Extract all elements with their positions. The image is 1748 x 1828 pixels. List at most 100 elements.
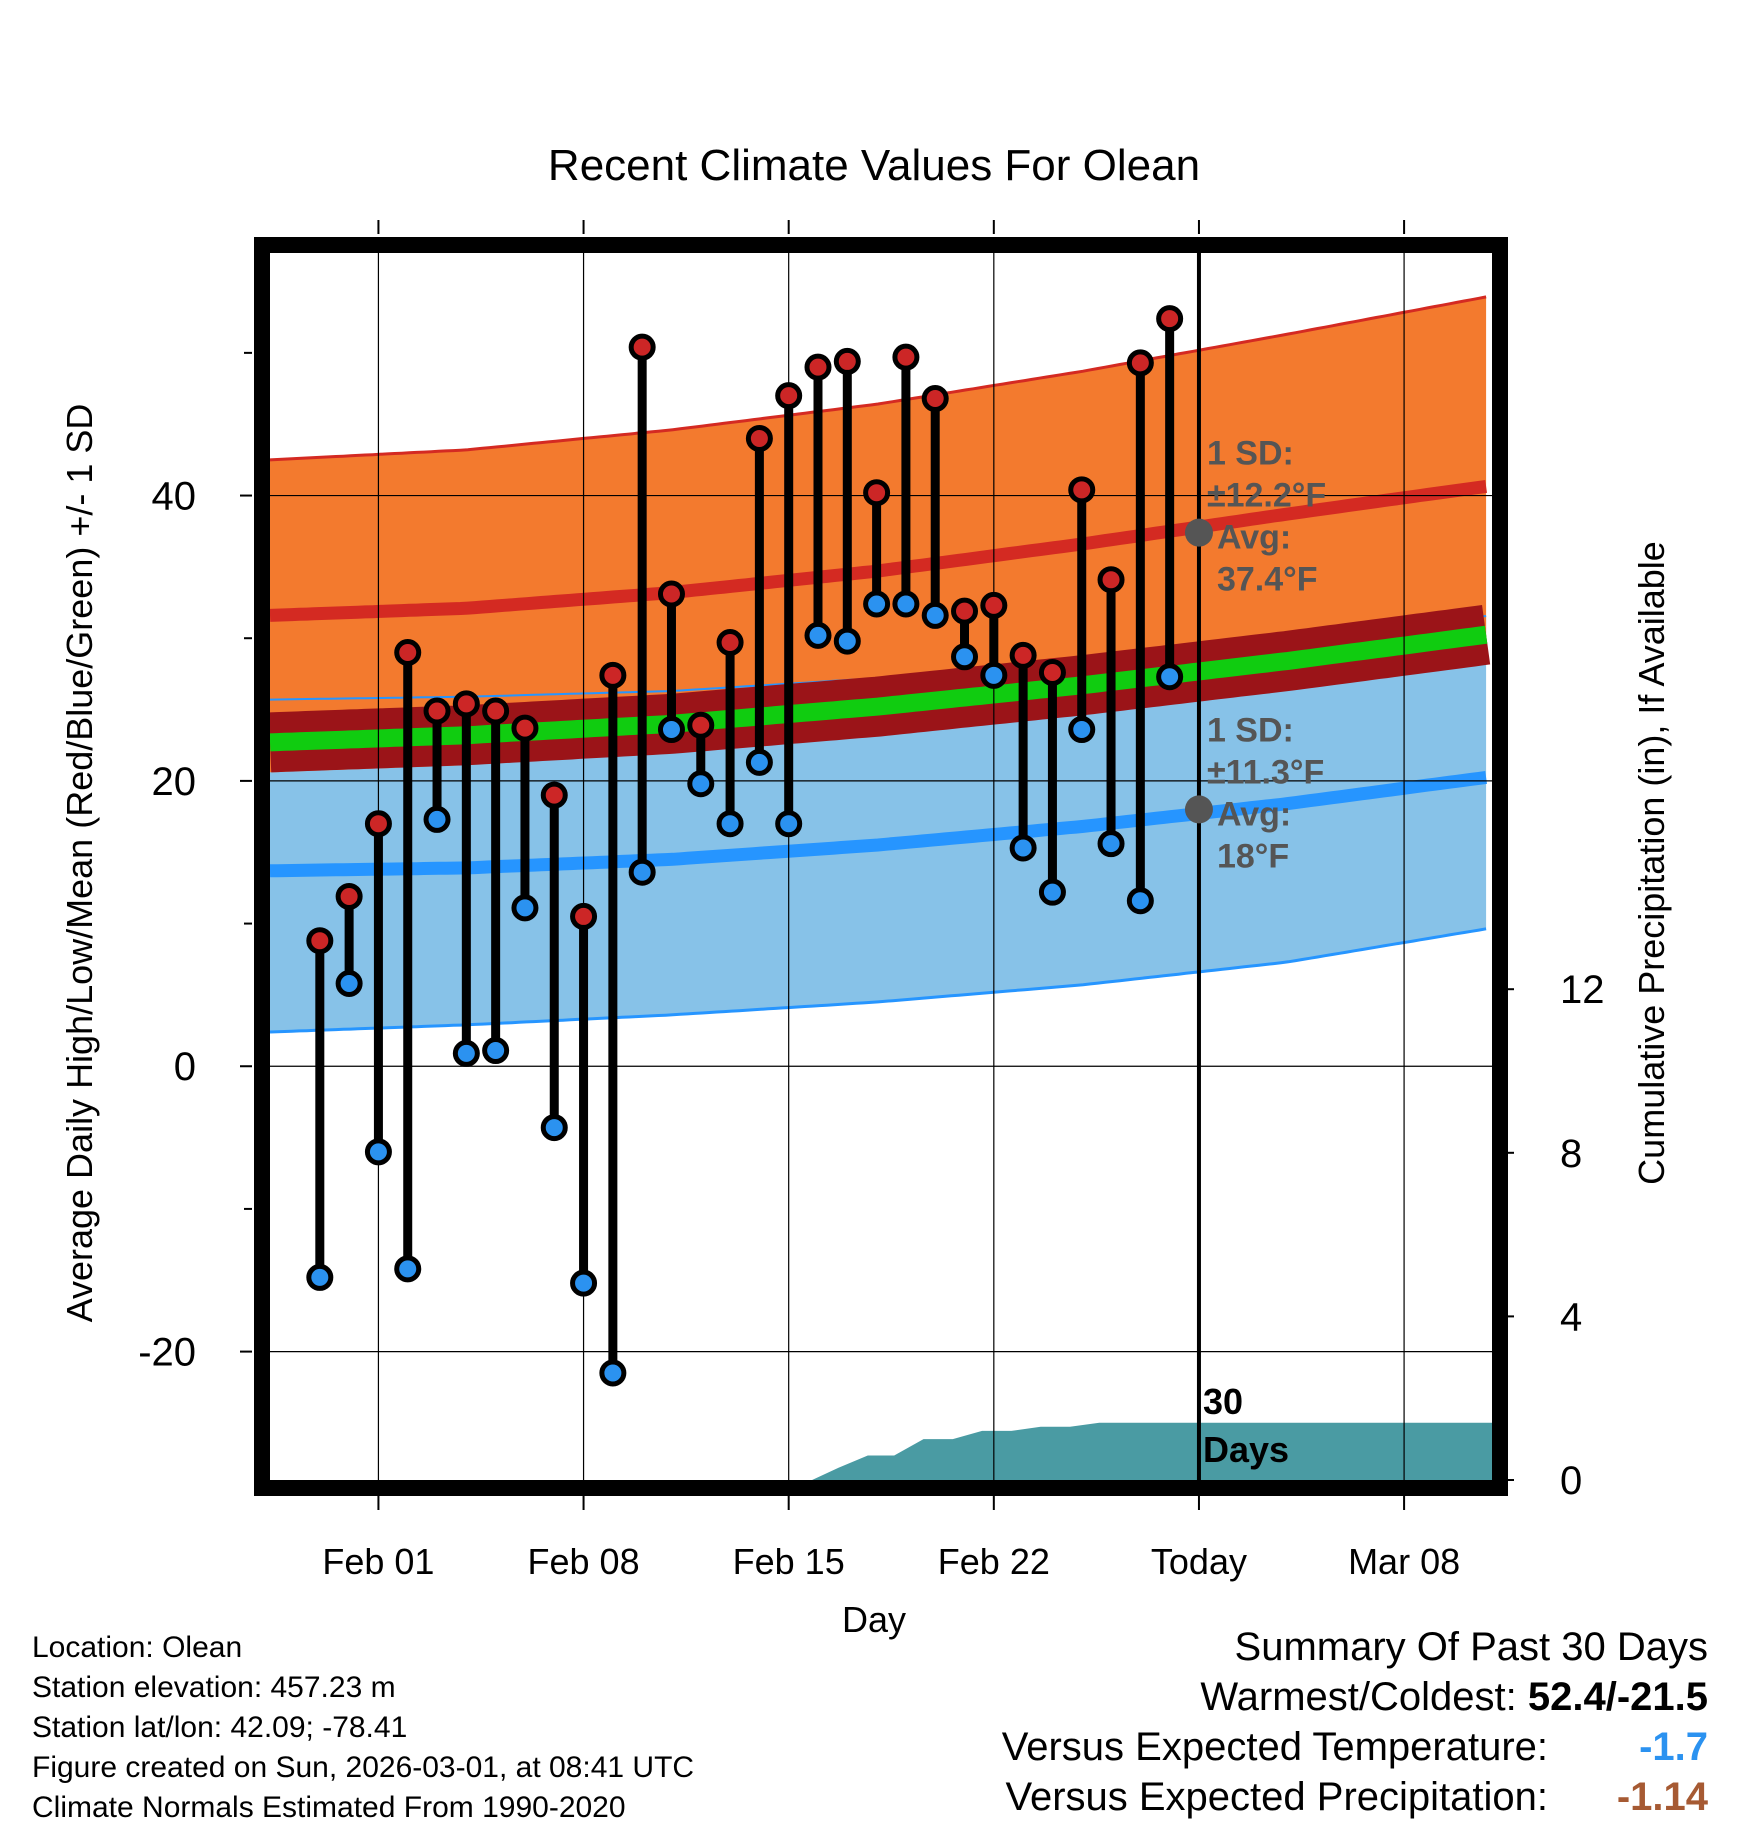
annotation-sd-value: ±12.2°F (1207, 477, 1326, 515)
daily-low-point (394, 1255, 422, 1283)
daily-high-point (657, 580, 685, 608)
temp-value: -1.7 (1639, 1725, 1708, 1769)
daily-high-point (511, 714, 539, 742)
y2-tick-label: 8 (1560, 1132, 1582, 1176)
daily-high-point (1038, 658, 1066, 686)
daily-high-point (980, 591, 1008, 619)
low-lower-edge (270, 927, 1487, 1034)
daily-high-point (335, 882, 363, 910)
y-axis-label: Average Daily High/Low/Mean (Red/Blue/Gr… (59, 404, 100, 1323)
daily-low-point (716, 810, 744, 838)
normal-annotations: 1 SD: ±12.2°F Avg: 37.4°F 1 SD: ±11.3°F Avg: 18… (1184, 435, 1326, 875)
daily-low-point (804, 621, 832, 649)
warm-cold-label: Warmest/Coldest: (1200, 1675, 1517, 1719)
meta-elevation: Station elevation: 457.23 m (32, 1671, 396, 1704)
gridlines (270, 253, 1492, 1480)
daily-high-point (628, 333, 656, 361)
summary-panel: Summary Of Past 30 Days Warmest/Coldest:… (1002, 1622, 1708, 1822)
plot-frame (254, 237, 1508, 1496)
annotation-avg-value: 18°F (1217, 837, 1289, 875)
annotation-sd-value: ±11.3°F (1207, 753, 1324, 791)
daily-low-point (1097, 830, 1125, 858)
daily-high-point (364, 810, 392, 838)
y2-tick-label: 4 (1560, 1295, 1582, 1339)
daily-low-point (1126, 887, 1154, 915)
daily-high-point (599, 661, 627, 689)
meta-latlon: Station lat/lon: 42.09; -78.41 (32, 1711, 408, 1744)
x-tick-label: Mar 08 (1348, 1541, 1460, 1582)
x-tick-label: Feb 08 (528, 1541, 640, 1582)
normal-avg-marker (1184, 795, 1213, 824)
daily-low-point (423, 805, 451, 833)
daily-high-point (863, 479, 891, 507)
meta-normals: Climate Normals Estimated From 1990-2020 (32, 1791, 626, 1824)
daily-low-point (892, 590, 920, 618)
mean-avg-line (270, 625, 1488, 752)
y2-axis-label: Cumulative Precipitation (in), If Availa… (1631, 541, 1672, 1185)
summary-precip: Versus Expected Precipitation: -1.14 (1002, 1772, 1708, 1822)
annotation-avg-label: Avg: (1217, 519, 1291, 557)
daily-low-point (1038, 878, 1066, 906)
annotation-sd-label: 1 SD: (1207, 435, 1294, 473)
x-tick-label: Feb 15 (733, 1541, 845, 1582)
daily-low-point (540, 1114, 568, 1142)
daily-low-point (1068, 716, 1096, 744)
y2-tick-label: 0 (1560, 1459, 1582, 1503)
daily-low-point (599, 1359, 627, 1387)
daily-low-point (775, 810, 803, 838)
annotation-avg-value: 37.4°F (1217, 561, 1318, 599)
daily-low-point (511, 894, 539, 922)
daily-high-point (921, 385, 949, 413)
window-label-count: 30 (1203, 1381, 1243, 1422)
y-tick-label: 0 (174, 1045, 196, 1089)
daily-low-point (482, 1037, 510, 1065)
window-label-days: Days (1203, 1429, 1289, 1470)
normal-bands (270, 295, 1491, 1034)
daily-high-point (687, 711, 715, 739)
daily-high-point (716, 629, 744, 657)
summary-temp: Versus Expected Temperature: -1.7 (1002, 1722, 1708, 1772)
meta-created: Figure created on Sun, 2026-03-01, at 08… (32, 1751, 695, 1784)
summary-warm-cold: Warmest/Coldest: 52.4/-21.5 (1002, 1672, 1708, 1722)
daily-low-point (335, 969, 363, 997)
daily-high-point (775, 382, 803, 410)
daily-high-point (540, 781, 568, 809)
daily-low-point (687, 770, 715, 798)
daily-high-point (1126, 349, 1154, 377)
low-avg-line (270, 770, 1487, 878)
chart-title: Recent Climate Values For Olean (548, 141, 1200, 190)
daily-high-point (892, 343, 920, 371)
daily-low-point (657, 716, 685, 744)
annotation-sd-label: 1 SD: (1207, 711, 1294, 749)
daily-high-point (833, 347, 861, 375)
daily-low-point (745, 748, 773, 776)
x-tick-label: Today (1151, 1541, 1247, 1582)
y-tick-label: 20 (152, 760, 197, 804)
normal-avg-marker (1184, 518, 1213, 547)
axes: -20 0 20 40 0 4 8 12 Feb 01 Feb 08 Feb 15 Feb 22 Tod… (138, 220, 1605, 1582)
summary-title: Summary Of Past 30 Days (1234, 1625, 1708, 1669)
daily-high-point (951, 597, 979, 625)
daily-high-point (482, 697, 510, 725)
daily-low-point (1156, 663, 1184, 691)
daily-low-point (1009, 834, 1037, 862)
high-upper-edge (270, 295, 1487, 462)
meta-location: Location: Olean (32, 1631, 243, 1664)
x-tick-label: Feb 22 (938, 1541, 1050, 1582)
x-tick-label: Feb 01 (322, 1541, 434, 1582)
daily-high-point (1009, 641, 1037, 669)
daily-high-point (394, 638, 422, 666)
daily-high-point (423, 697, 451, 725)
daily-low-point (570, 1269, 598, 1297)
daily-low-point (628, 858, 656, 886)
daily-high-point (452, 690, 480, 718)
daily-low-point (306, 1263, 334, 1291)
daily-low-point (452, 1039, 480, 1067)
daily-low-point (833, 627, 861, 655)
daily-low-point (863, 590, 891, 618)
y2-tick-label: 12 (1560, 968, 1605, 1012)
precip-label: Versus Expected Precipitation: (1005, 1775, 1548, 1819)
y-tick-label: -20 (138, 1331, 196, 1375)
precip-value: -1.14 (1616, 1775, 1708, 1819)
